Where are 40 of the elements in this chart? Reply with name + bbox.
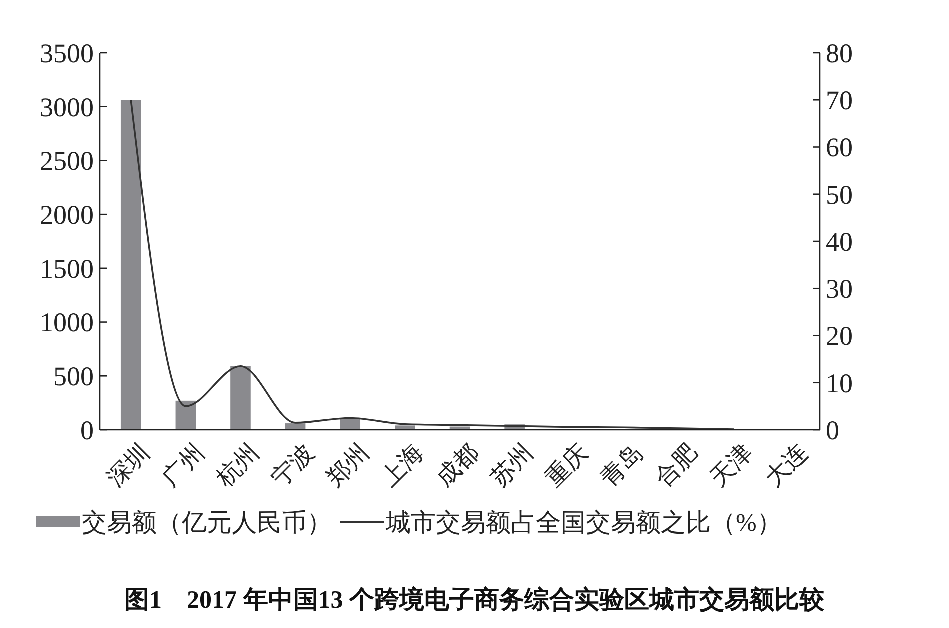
x-tick-label: 重庆 bbox=[540, 439, 594, 492]
bar bbox=[176, 400, 196, 430]
line-series bbox=[130, 99, 735, 430]
y2-tick-label: 80 bbox=[826, 38, 853, 68]
y2-tick-label: 0 bbox=[826, 415, 840, 446]
y2-tick-label: 30 bbox=[826, 274, 853, 304]
x-tick-label: 大连 bbox=[760, 440, 814, 492]
y-tick-label: 2500 bbox=[40, 146, 94, 176]
x-tick-label: 青岛 bbox=[596, 440, 649, 492]
y-tick-label: 3000 bbox=[40, 92, 94, 122]
y2-tick-label: 50 bbox=[826, 180, 853, 210]
x-tick-label: 天津 bbox=[706, 440, 758, 492]
x-tick-label: 成都 bbox=[432, 440, 484, 492]
bar bbox=[230, 366, 251, 430]
y-tick-label: 2000 bbox=[40, 200, 94, 230]
bar bbox=[395, 426, 416, 430]
y-tick-label: 1000 bbox=[40, 308, 94, 338]
y-tick-label: 500 bbox=[54, 362, 94, 392]
x-tick-label: 深圳 bbox=[102, 440, 156, 492]
x-tick-label: 苏州 bbox=[486, 440, 539, 492]
legend-label: 城市交易额占全国交易额之比（%） bbox=[385, 508, 782, 537]
x-tick-label: 杭州 bbox=[211, 439, 265, 493]
y2-tick-label: 20 bbox=[826, 321, 853, 352]
bar bbox=[340, 419, 361, 430]
y2-tick-label: 10 bbox=[826, 368, 853, 398]
x-tick-label: 广州 bbox=[157, 439, 210, 492]
text: 图1 2017 年中国13 个跨境电子商务综合实验区城市交易额比较 bbox=[124, 586, 826, 614]
bar bbox=[120, 100, 142, 430]
bar bbox=[285, 424, 306, 430]
x-tick-label: 上海 bbox=[376, 440, 430, 492]
y2-tick-label: 40 bbox=[826, 226, 853, 257]
x-tick-label: 宁波 bbox=[266, 439, 320, 492]
x-tick-label: 郑州 bbox=[322, 440, 374, 492]
y-tick-label: 0 bbox=[80, 415, 94, 446]
y-tick-label: 1500 bbox=[40, 254, 94, 284]
x-tick-label: 合肥 bbox=[651, 440, 704, 492]
y2-tick-label: 70 bbox=[826, 86, 853, 116]
legend-label: 交易额（亿元人民币） bbox=[82, 508, 332, 537]
y2-tick-label: 60 bbox=[826, 132, 853, 163]
y-tick-label: 3500 bbox=[40, 38, 94, 68]
